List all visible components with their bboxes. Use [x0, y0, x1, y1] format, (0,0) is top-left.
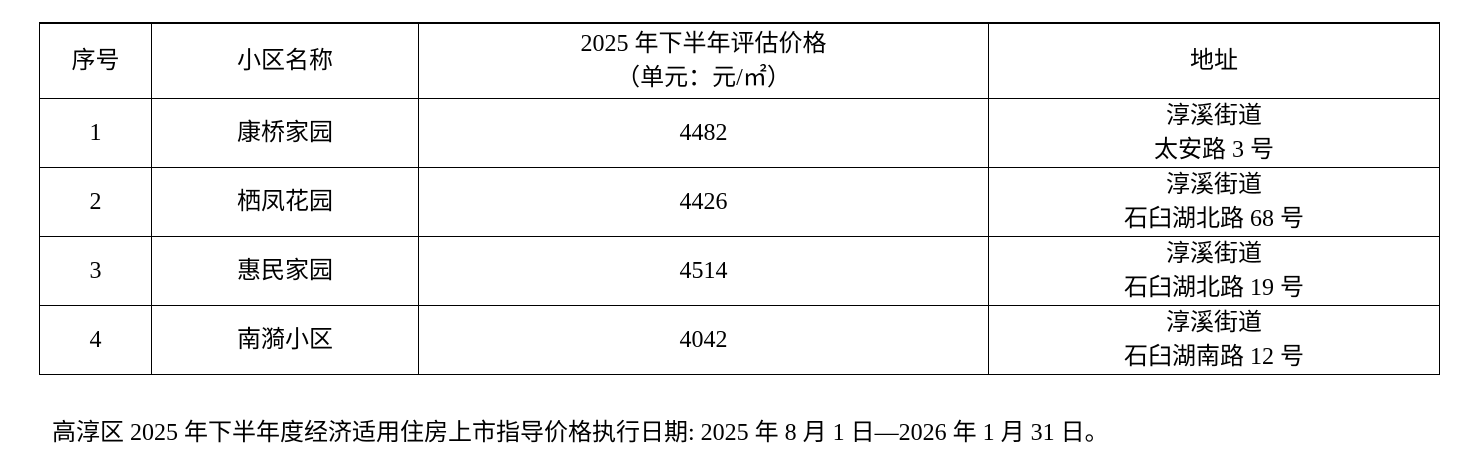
header-name: 小区名称 [151, 22, 419, 99]
address-street: 淳溪街道 [1166, 102, 1262, 129]
address-street: 淳溪街道 [1166, 171, 1262, 198]
cell-price: 4042 [418, 304, 989, 375]
header-row: 序号 小区名称 2025 年下半年评估价格 （单元：元/㎡） 地址 [39, 22, 1440, 99]
cell-name: 惠民家园 [151, 235, 419, 306]
cell-no: 4 [39, 304, 152, 375]
cell-address: 淳溪街道石臼湖南路 12 号 [988, 304, 1440, 375]
header-price-unit: （单元：元/㎡） [616, 64, 791, 91]
address-road: 石臼湖北路 19 号 [1124, 274, 1304, 301]
table-row: 3 惠民家园 4514 淳溪街道石臼湖北路 19 号 [39, 235, 1440, 306]
header-address: 地址 [988, 22, 1440, 99]
cell-no: 2 [39, 166, 152, 237]
header-no: 序号 [39, 22, 152, 99]
cell-address: 淳溪街道太安路 3 号 [988, 97, 1440, 168]
cell-no: 1 [39, 97, 152, 168]
table-row: 4 南漪小区 4042 淳溪街道石臼湖南路 12 号 [39, 304, 1440, 375]
cell-price: 4482 [418, 97, 989, 168]
cell-name: 南漪小区 [151, 304, 419, 375]
address-road: 太安路 3 号 [1154, 136, 1274, 163]
address-street: 淳溪街道 [1166, 240, 1262, 267]
effective-date-note: 高淳区 2025 年下半年度经济适用住房上市指导价格执行日期: 2025 年 8… [52, 420, 1109, 446]
cell-price: 4426 [418, 166, 989, 237]
cell-name: 栖凤花园 [151, 166, 419, 237]
cell-address: 淳溪街道石臼湖北路 68 号 [988, 166, 1440, 237]
header-price: 2025 年下半年评估价格 （单元：元/㎡） [418, 22, 989, 99]
header-price-title: 2025 年下半年评估价格 [580, 30, 827, 57]
address-road: 石臼湖南路 12 号 [1124, 343, 1304, 370]
cell-no: 3 [39, 235, 152, 306]
cell-name: 康桥家园 [151, 97, 419, 168]
table-row: 2 栖凤花园 4426 淳溪街道石臼湖北路 68 号 [39, 166, 1440, 237]
table-row: 1 康桥家园 4482 淳溪街道太安路 3 号 [39, 97, 1440, 168]
address-street: 淳溪街道 [1166, 309, 1262, 336]
cell-address: 淳溪街道石臼湖北路 19 号 [988, 235, 1440, 306]
address-road: 石臼湖北路 68 号 [1124, 205, 1304, 232]
cell-price: 4514 [418, 235, 989, 306]
price-table: 序号 小区名称 2025 年下半年评估价格 （单元：元/㎡） 地址 1 康桥家园 … [39, 22, 1440, 375]
